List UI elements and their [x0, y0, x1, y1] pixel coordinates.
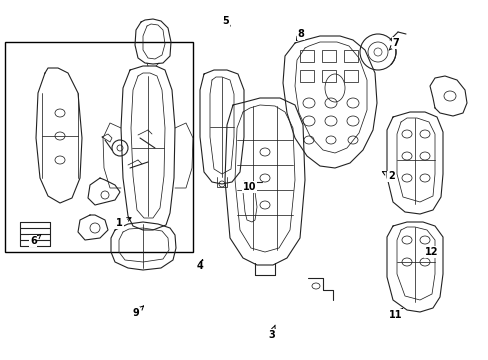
Text: 5: 5	[222, 16, 230, 26]
Text: 11: 11	[388, 309, 402, 320]
Text: 9: 9	[132, 306, 143, 318]
Bar	[299, 70, 313, 82]
Bar	[343, 50, 357, 62]
Text: 4: 4	[197, 260, 203, 271]
Text: 10: 10	[242, 181, 256, 192]
Text: 2: 2	[382, 171, 394, 181]
Bar	[5, 42, 193, 252]
Bar	[299, 50, 313, 62]
Text: 8: 8	[296, 29, 304, 41]
Bar	[343, 70, 357, 82]
Text: 3: 3	[267, 325, 275, 340]
Text: 1: 1	[116, 218, 131, 228]
Text: 6: 6	[30, 235, 41, 246]
Text: 7: 7	[388, 38, 399, 50]
Text: 12: 12	[424, 247, 437, 257]
Ellipse shape	[373, 48, 381, 56]
Bar	[321, 70, 335, 82]
Bar	[321, 50, 335, 62]
